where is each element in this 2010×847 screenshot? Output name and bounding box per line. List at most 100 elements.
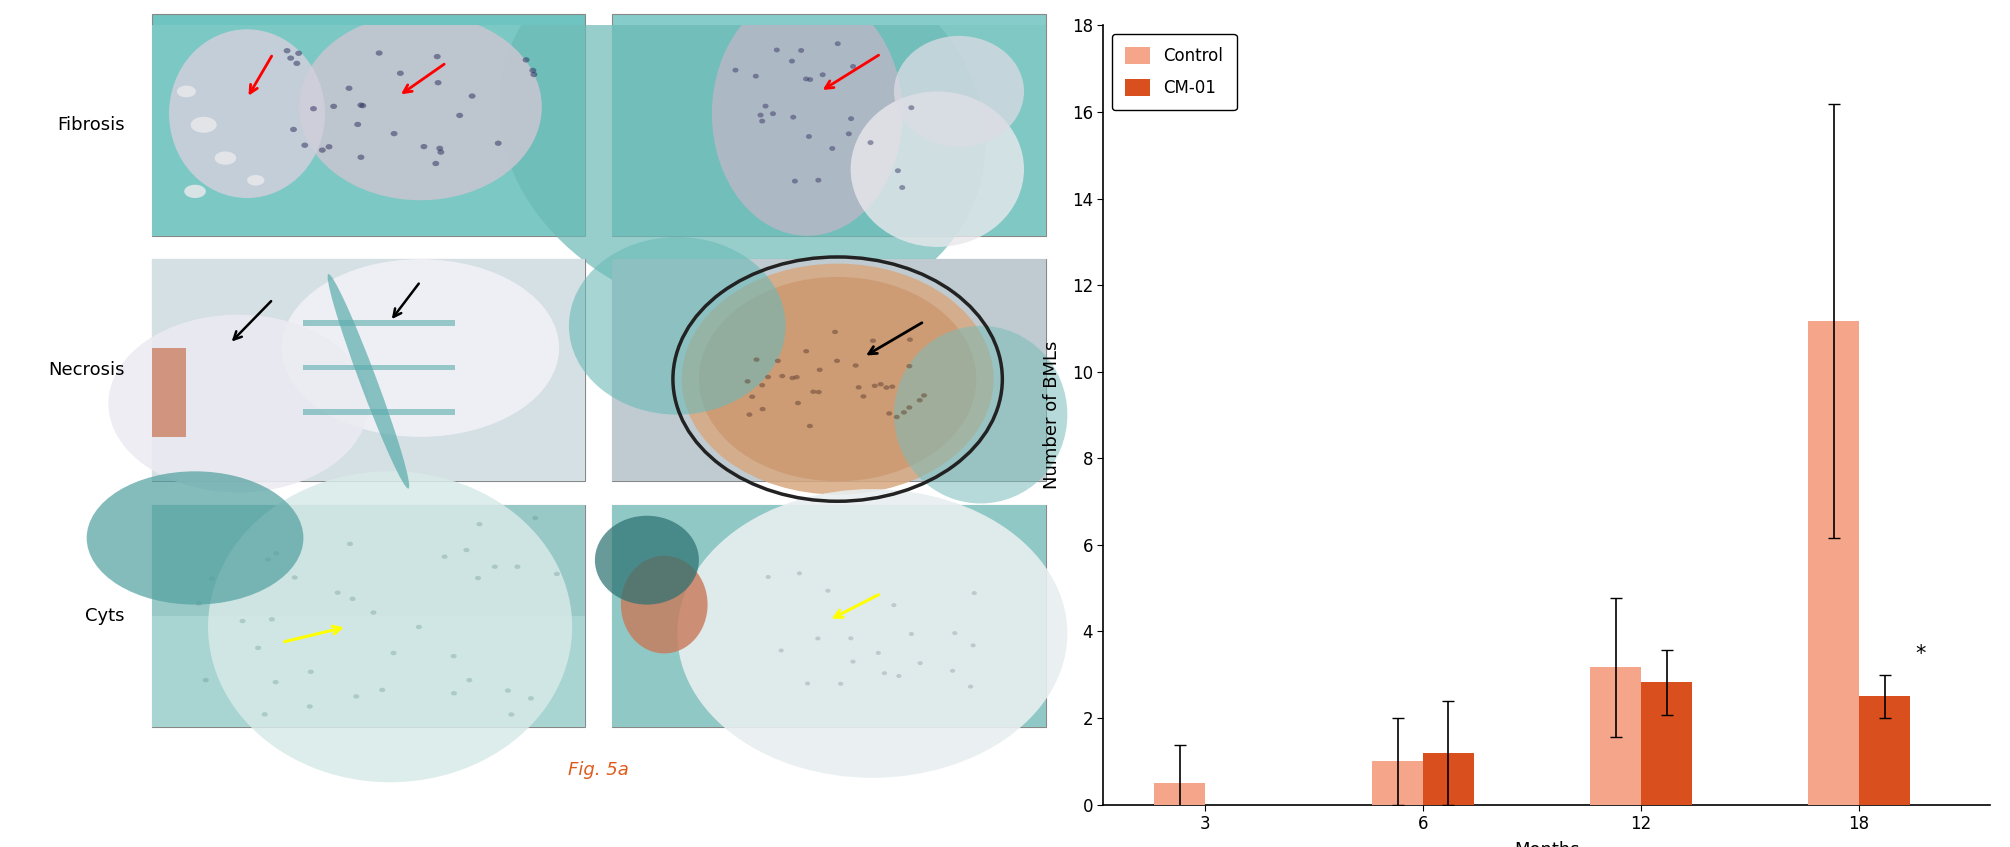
Ellipse shape — [308, 670, 314, 674]
Bar — [1859, 696, 1909, 805]
Ellipse shape — [203, 678, 209, 683]
Ellipse shape — [971, 591, 977, 595]
Text: Necrosis: Necrosis — [48, 361, 125, 379]
Ellipse shape — [434, 54, 440, 59]
Bar — [304, 409, 454, 415]
Ellipse shape — [888, 385, 894, 389]
Ellipse shape — [794, 375, 800, 379]
Ellipse shape — [816, 368, 822, 372]
Ellipse shape — [896, 674, 902, 678]
Ellipse shape — [595, 516, 699, 605]
Ellipse shape — [334, 590, 342, 595]
Ellipse shape — [868, 140, 874, 145]
Bar — [613, 14, 1045, 235]
Ellipse shape — [328, 274, 410, 489]
Ellipse shape — [848, 116, 854, 121]
Ellipse shape — [295, 51, 302, 56]
Ellipse shape — [778, 649, 784, 652]
Ellipse shape — [790, 58, 796, 64]
Ellipse shape — [86, 471, 304, 605]
Ellipse shape — [850, 64, 856, 69]
Ellipse shape — [390, 131, 398, 136]
Ellipse shape — [474, 576, 480, 580]
Ellipse shape — [299, 14, 543, 200]
Ellipse shape — [907, 364, 913, 368]
Ellipse shape — [681, 263, 993, 495]
Ellipse shape — [354, 122, 362, 127]
Ellipse shape — [302, 142, 308, 148]
Ellipse shape — [432, 161, 440, 166]
Ellipse shape — [712, 0, 902, 235]
Ellipse shape — [882, 385, 890, 390]
Bar — [1809, 321, 1859, 805]
Ellipse shape — [442, 555, 448, 559]
Ellipse shape — [376, 50, 382, 56]
Ellipse shape — [816, 636, 820, 640]
Ellipse shape — [273, 551, 279, 556]
Ellipse shape — [969, 684, 973, 689]
Ellipse shape — [498, 0, 985, 322]
Ellipse shape — [209, 471, 573, 783]
Bar — [1423, 753, 1473, 805]
Ellipse shape — [794, 401, 802, 405]
Ellipse shape — [848, 636, 854, 640]
Ellipse shape — [247, 175, 265, 185]
Ellipse shape — [806, 134, 812, 139]
Ellipse shape — [760, 407, 766, 412]
Ellipse shape — [830, 146, 836, 151]
Ellipse shape — [456, 113, 462, 118]
Ellipse shape — [494, 141, 502, 146]
Bar — [613, 259, 1045, 481]
Ellipse shape — [531, 72, 537, 77]
Ellipse shape — [555, 572, 561, 576]
Ellipse shape — [261, 712, 267, 717]
Ellipse shape — [330, 103, 338, 109]
Ellipse shape — [907, 406, 913, 410]
Text: Cyts: Cyts — [84, 606, 125, 625]
Ellipse shape — [826, 589, 830, 593]
Ellipse shape — [287, 55, 293, 61]
Ellipse shape — [380, 688, 386, 692]
Ellipse shape — [852, 363, 858, 368]
Ellipse shape — [529, 68, 537, 73]
Ellipse shape — [860, 394, 866, 399]
Ellipse shape — [850, 91, 1023, 247]
Ellipse shape — [169, 30, 326, 198]
Ellipse shape — [856, 385, 862, 390]
Ellipse shape — [293, 61, 299, 66]
Ellipse shape — [816, 178, 822, 183]
Ellipse shape — [754, 74, 760, 79]
Ellipse shape — [621, 556, 708, 653]
Ellipse shape — [326, 144, 332, 149]
Ellipse shape — [492, 564, 498, 569]
Bar — [1640, 682, 1692, 805]
Ellipse shape — [790, 376, 796, 380]
Ellipse shape — [450, 691, 456, 695]
Bar — [151, 505, 585, 727]
Ellipse shape — [255, 645, 261, 650]
Ellipse shape — [834, 358, 840, 363]
Ellipse shape — [533, 516, 539, 520]
Ellipse shape — [898, 185, 904, 190]
Ellipse shape — [882, 671, 886, 675]
Bar — [304, 365, 454, 370]
Ellipse shape — [476, 522, 482, 526]
Ellipse shape — [762, 103, 768, 108]
Ellipse shape — [509, 712, 515, 717]
Ellipse shape — [195, 601, 201, 606]
Ellipse shape — [792, 179, 798, 184]
Ellipse shape — [766, 575, 770, 579]
Ellipse shape — [289, 127, 297, 132]
Ellipse shape — [850, 660, 856, 663]
Ellipse shape — [348, 542, 354, 546]
Ellipse shape — [109, 315, 368, 492]
Ellipse shape — [872, 384, 878, 388]
Bar — [151, 348, 187, 437]
Ellipse shape — [838, 682, 844, 686]
Ellipse shape — [808, 77, 814, 82]
Ellipse shape — [909, 105, 915, 110]
Ellipse shape — [894, 169, 900, 173]
Ellipse shape — [774, 358, 780, 363]
Ellipse shape — [886, 412, 892, 416]
Ellipse shape — [699, 277, 977, 481]
